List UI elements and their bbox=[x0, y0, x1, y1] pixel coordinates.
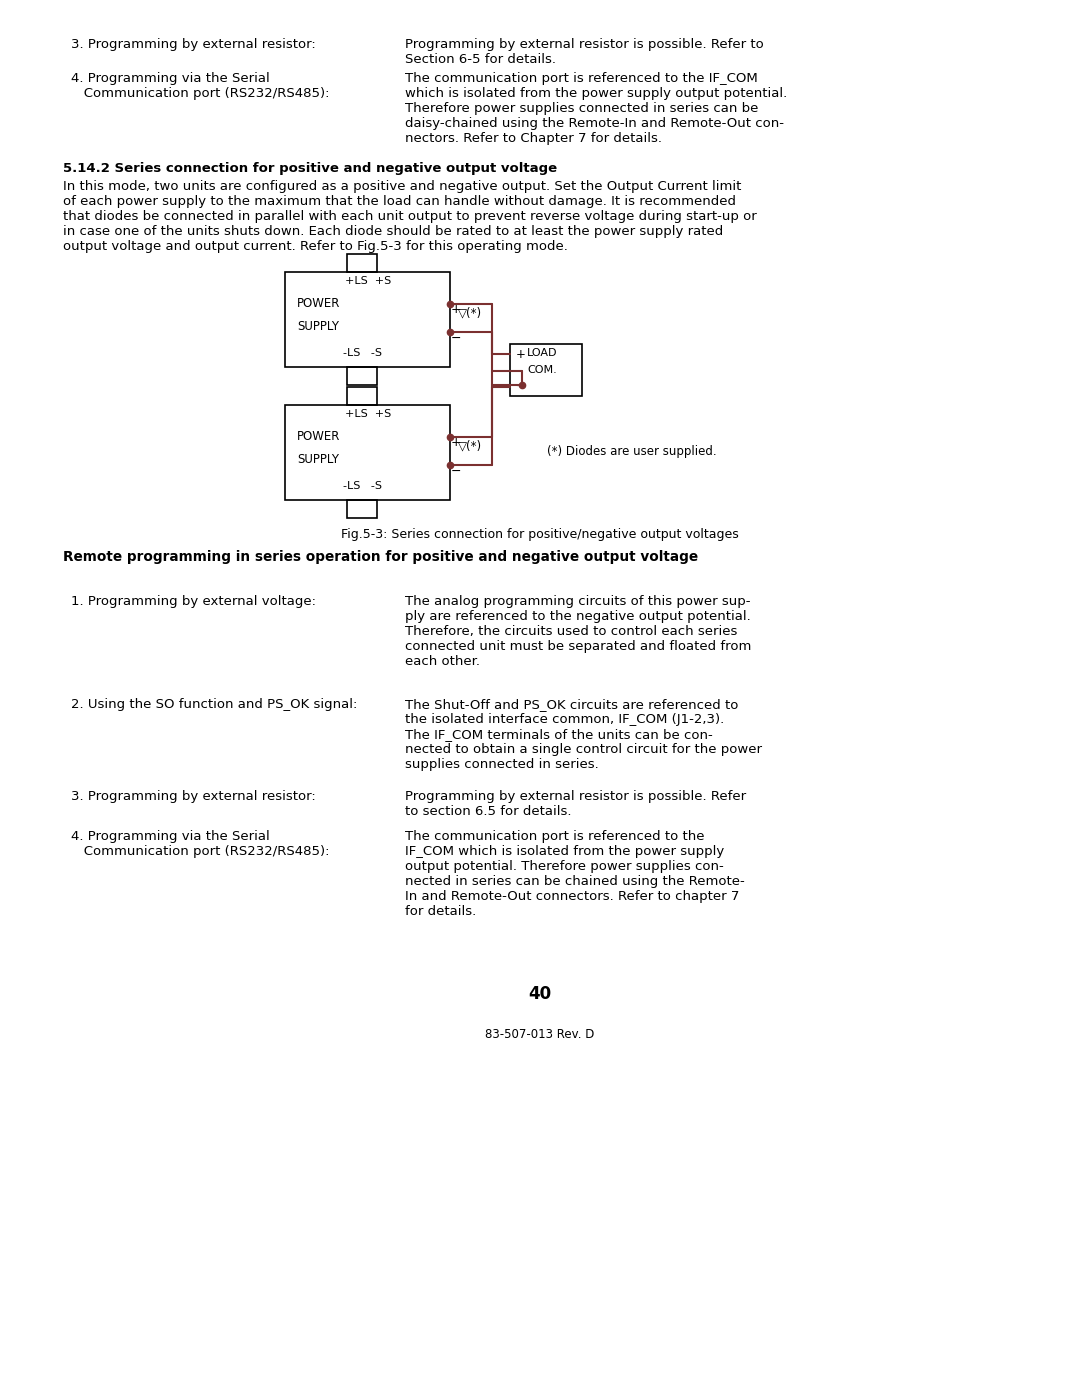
Text: −: − bbox=[451, 465, 461, 478]
Text: In this mode, two units are configured as a positive and negative output. Set th: In this mode, two units are configured a… bbox=[63, 180, 757, 253]
Bar bbox=[510, 344, 582, 395]
Text: +: + bbox=[516, 348, 526, 360]
Text: The communication port is referenced to the IF_COM
which is isolated from the po: The communication port is referenced to … bbox=[405, 73, 787, 145]
Text: +: + bbox=[451, 436, 461, 448]
Text: 4. Programming via the Serial
   Communication port (RS232/RS485):: 4. Programming via the Serial Communicat… bbox=[71, 73, 329, 101]
Text: -LS   -S: -LS -S bbox=[343, 481, 382, 490]
Text: −: − bbox=[516, 380, 526, 393]
Text: Programming by external resistor is possible. Refer to
Section 6-5 for details.: Programming by external resistor is poss… bbox=[405, 38, 764, 66]
Text: +: + bbox=[451, 303, 461, 316]
Text: ▽(*): ▽(*) bbox=[458, 306, 482, 320]
Text: 1. Programming by external voltage:: 1. Programming by external voltage: bbox=[71, 595, 316, 608]
Text: ▽(*): ▽(*) bbox=[458, 440, 482, 453]
Bar bbox=[285, 272, 450, 367]
Text: COM.: COM. bbox=[527, 365, 557, 374]
Text: Fig.5-3: Series connection for positive/negative output voltages: Fig.5-3: Series connection for positive/… bbox=[341, 528, 739, 541]
Text: 3. Programming by external resistor:: 3. Programming by external resistor: bbox=[71, 789, 315, 803]
Text: SUPPLY: SUPPLY bbox=[297, 453, 339, 467]
Text: +LS  +S: +LS +S bbox=[345, 409, 391, 419]
Text: POWER: POWER bbox=[297, 430, 340, 443]
Text: +LS  +S: +LS +S bbox=[345, 277, 391, 286]
Text: LOAD: LOAD bbox=[527, 348, 557, 358]
Text: −: − bbox=[451, 332, 461, 345]
Text: Programming by external resistor is possible. Refer
to section 6.5 for details.: Programming by external resistor is poss… bbox=[405, 789, 746, 819]
Text: 5.14.2 Series connection for positive and negative output voltage: 5.14.2 Series connection for positive an… bbox=[63, 162, 557, 175]
Text: POWER: POWER bbox=[297, 298, 340, 310]
Text: 4. Programming via the Serial
   Communication port (RS232/RS485):: 4. Programming via the Serial Communicat… bbox=[71, 830, 329, 858]
Text: -LS   -S: -LS -S bbox=[343, 348, 382, 358]
Text: 2. Using the SO function and PS_OK signal:: 2. Using the SO function and PS_OK signa… bbox=[71, 698, 357, 711]
Text: The communication port is referenced to the
IF_COM which is isolated from the po: The communication port is referenced to … bbox=[405, 830, 745, 918]
Text: Remote programming in series operation for positive and negative output voltage: Remote programming in series operation f… bbox=[63, 550, 698, 564]
Text: The Shut-Off and PS_OK circuits are referenced to
the isolated interface common,: The Shut-Off and PS_OK circuits are refe… bbox=[405, 698, 762, 771]
Bar bbox=[347, 500, 377, 518]
Text: (*) Diodes are user supplied.: (*) Diodes are user supplied. bbox=[546, 444, 717, 457]
Bar bbox=[347, 367, 377, 386]
Bar bbox=[285, 405, 450, 500]
Bar bbox=[347, 254, 377, 272]
Text: 3. Programming by external resistor:: 3. Programming by external resistor: bbox=[71, 38, 315, 52]
Text: 40: 40 bbox=[528, 985, 552, 1003]
Text: The analog programming circuits of this power sup-
ply are referenced to the neg: The analog programming circuits of this … bbox=[405, 595, 752, 668]
Text: 83-507-013 Rev. D: 83-507-013 Rev. D bbox=[485, 1028, 595, 1041]
Bar bbox=[347, 387, 377, 405]
Text: SUPPLY: SUPPLY bbox=[297, 320, 339, 332]
